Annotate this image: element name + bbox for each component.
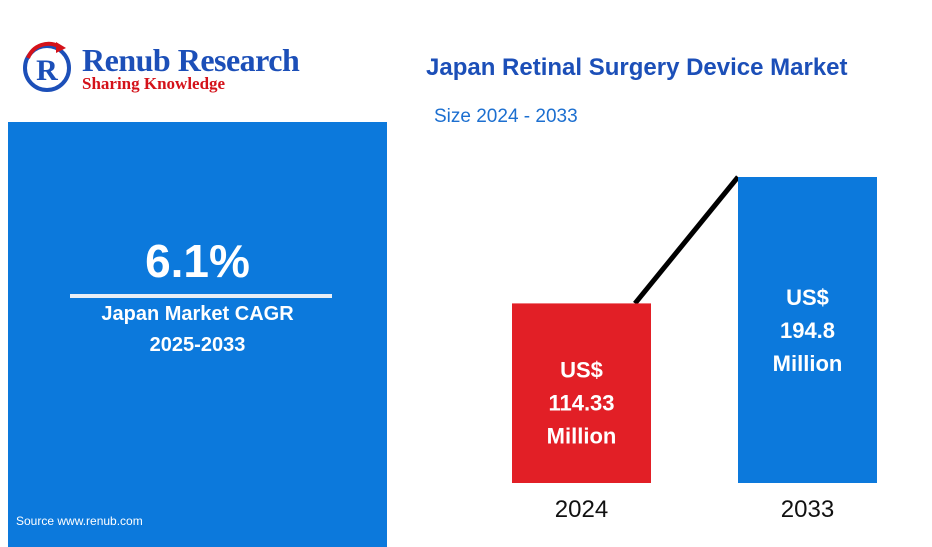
x-tick-2024: 2024	[555, 496, 608, 523]
bar-label-2033-0: US$	[786, 285, 829, 310]
brand-name: Renub Research	[82, 42, 300, 78]
bar-2033	[738, 177, 877, 483]
cagr-panel: 6.1% Japan Market CAGR 2025-2033 Source …	[8, 122, 387, 547]
cagr-divider	[70, 294, 332, 298]
svg-text:R: R	[36, 54, 58, 87]
cagr-value: 6.1%	[145, 235, 250, 287]
renub-logo: R Renub Research Sharing Knowledge	[20, 38, 310, 98]
renub-logo-icon: R	[23, 41, 71, 92]
source-text: Source www.renub.com	[16, 514, 143, 528]
bar-2024	[512, 303, 651, 483]
cagr-label: Japan Market CAGR	[101, 303, 294, 325]
bar-label-2024-0: US$	[560, 357, 603, 382]
x-tick-2033: 2033	[781, 496, 834, 523]
bar-label-2033-1: 194.8	[780, 318, 835, 343]
trend-line	[633, 175, 740, 305]
bar-label-2024-2: Million	[547, 423, 617, 448]
cagr-period: 2025-2033	[149, 334, 246, 356]
bar-label-2024-1: 114.33	[548, 390, 614, 415]
chart-title: Japan Retinal Surgery Device Market	[426, 54, 848, 81]
brand-tagline: Sharing Knowledge	[82, 74, 226, 93]
bar-label-2033-2: Million	[773, 351, 843, 376]
chart-subtitle: Size 2024 - 2033	[434, 106, 578, 127]
